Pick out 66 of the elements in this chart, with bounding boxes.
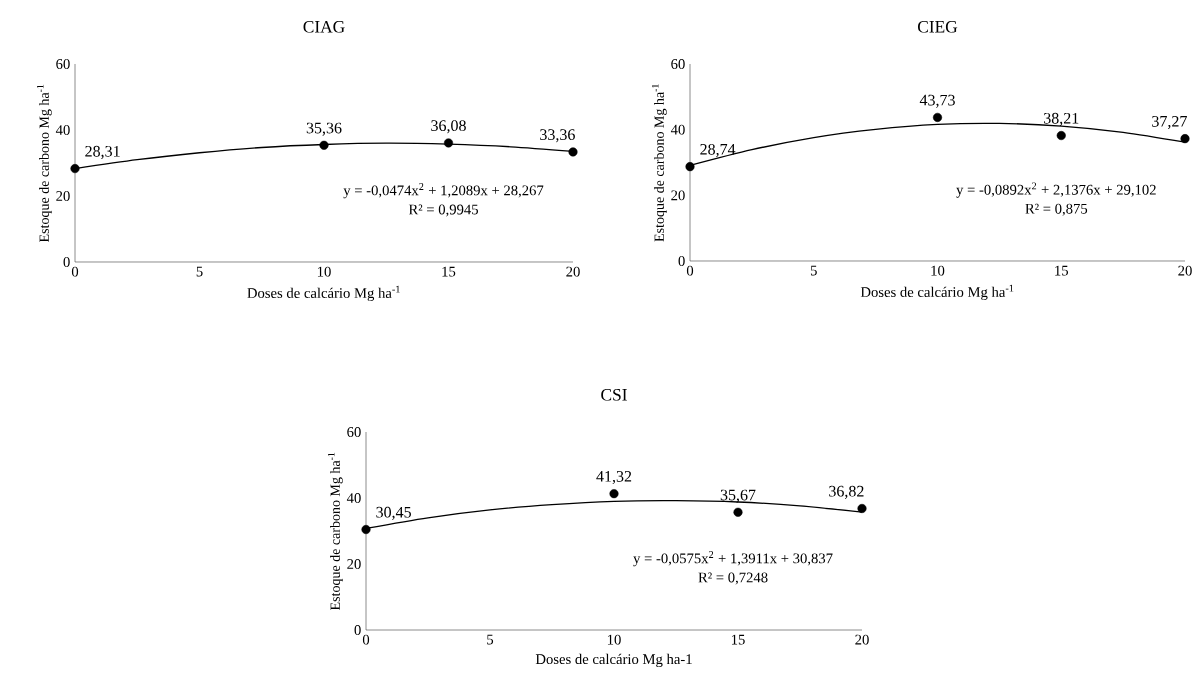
point	[568, 147, 578, 157]
x-tick-label: 5	[810, 265, 817, 276]
point	[733, 507, 743, 517]
point	[70, 164, 80, 174]
annotation: y = -0,0892x$^{2}$ + 2,1376x + 29,102	[956, 182, 1156, 198]
chart-title: CIAG	[303, 20, 345, 33]
data-label: 35,67	[720, 489, 756, 503]
y-tick-label: 0	[354, 625, 361, 635]
x-axis-title: Doses de calcário Mg ha$^{-1}$	[860, 284, 1014, 300]
point	[609, 489, 619, 499]
data-label: 36,82	[829, 485, 864, 499]
x-tick-label: 5	[487, 634, 494, 645]
y-axis-title: Estoque de carbono Mg ha$^{-1}$	[37, 84, 52, 243]
y-tick-label: 60	[671, 59, 685, 69]
y-tick-label: 60	[347, 427, 361, 437]
x-axis-title: Doses de calcário Mg ha$^{-1}$	[247, 285, 400, 301]
data-label: 41,32	[596, 470, 632, 485]
data-label: 28,74	[700, 143, 736, 158]
y-tick-label: 0	[63, 257, 70, 267]
y-axis-title: Estoque de carbono Mg ha$^{-1}$	[652, 84, 667, 242]
chart-title: CIEG	[918, 20, 958, 33]
x-tick-label: 5	[196, 266, 203, 277]
y-tick-label: 40	[55, 125, 70, 135]
x-tick-label: 0	[362, 634, 370, 645]
x-tick-label: 0	[71, 266, 79, 277]
data-label: 33,36	[540, 129, 575, 143]
y-tick-label: 0	[678, 256, 685, 266]
data-label: 30,45	[376, 506, 411, 520]
point	[443, 138, 454, 148]
x-tick-label: 20	[855, 634, 869, 645]
point	[1056, 131, 1066, 141]
annotation: y = -0,0575x$^{2}$ + 1,3911x + 30,837	[633, 551, 833, 567]
x-tick-label: 15	[1055, 265, 1069, 276]
data-label: 37,27	[1152, 115, 1187, 130]
y-tick-label: 40	[346, 493, 361, 503]
point	[1180, 134, 1190, 144]
x-tick-label: 10	[931, 265, 945, 276]
annotation: y = -0,0474x$^{2}$ + 1,2089x + 28,267	[343, 183, 544, 199]
point	[857, 503, 867, 514]
y-tick-label: 20	[56, 191, 70, 201]
y-tick-label: 60	[56, 59, 70, 69]
y-tick-label: 20	[671, 190, 685, 201]
x-axis-title: Doses de calcário Mg ha-1	[535, 653, 692, 668]
data-label: 36,08	[431, 120, 466, 134]
data-label: 38,21	[1044, 112, 1079, 126]
y-tick-label: 40	[670, 124, 685, 135]
point	[319, 140, 329, 150]
x-tick-label: 15	[731, 634, 745, 645]
point	[932, 112, 943, 122]
x-tick-label: 10	[317, 266, 331, 277]
y-axis-title: Estoque de carbono Mg ha$^{-1}$	[328, 452, 343, 611]
annotation: R² = 0,875	[1025, 203, 1088, 216]
data-label: 28,31	[85, 145, 120, 159]
x-tick-label: 0	[686, 265, 694, 276]
annotation: R² = 0,9945	[408, 204, 478, 217]
annotation: R² = 0,7248	[698, 572, 768, 585]
x-tick-label: 20	[1178, 265, 1192, 276]
data-label: 35,36	[306, 122, 342, 136]
point	[361, 524, 371, 535]
x-tick-label: 15	[442, 266, 456, 277]
data-label: 43,73	[919, 94, 955, 108]
x-tick-label: 20	[566, 266, 580, 277]
y-tick-label: 20	[347, 559, 361, 569]
x-tick-label: 10	[607, 634, 621, 645]
point	[685, 162, 695, 172]
chart-title: CSI	[601, 388, 627, 401]
